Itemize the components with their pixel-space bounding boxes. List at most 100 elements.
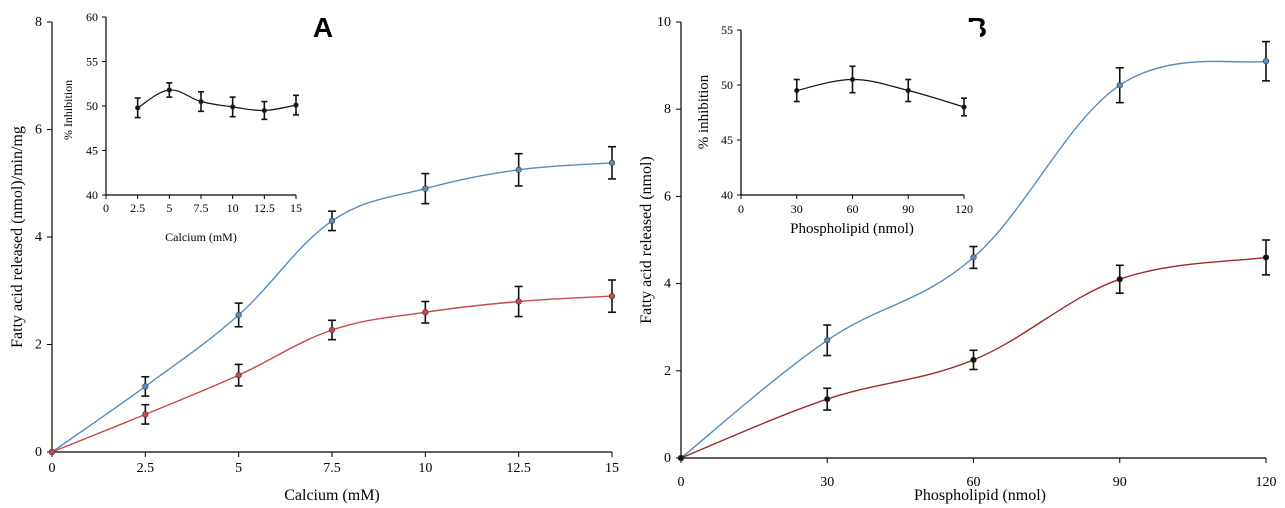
panel-b-inset-x-ticks: 0 30 60 90 120 (738, 195, 973, 216)
chart-b-inset-series-1-point (849, 76, 856, 83)
chart-a-series-2-line (51, 295, 613, 453)
chart-a-x-tick-label: 7.5 (323, 461, 341, 476)
chart-a-y-tick-label: 2 (35, 338, 42, 353)
chart-a-y-tick-label: 8 (35, 15, 42, 30)
chart-b-inset-y-tick-label: 40 (721, 188, 733, 202)
chart-a-inset-x-tick-label: 12.5 (254, 201, 275, 215)
chart-a-series-2-point (235, 372, 242, 379)
chart-a-inset-series-1-point (135, 105, 141, 111)
chart-b-x-tick-label: 60 (967, 475, 981, 490)
chart-a-inset-x-tick-label: 0 (103, 201, 109, 215)
chart-a-series-2-point (328, 326, 336, 334)
chart-b-inset-series-1-point (794, 87, 800, 94)
chart-a-series-1-point (608, 159, 616, 166)
panel-b-inset-series (793, 65, 967, 117)
panel-b-series (677, 40, 1270, 462)
chart-a-inset-y-tick-label: 55 (86, 55, 98, 69)
chart-b-series-2-point (970, 356, 977, 364)
chart-a-y-tick-label: 4 (35, 230, 42, 245)
chart-b-inset-x-tick-label: 90 (902, 202, 914, 216)
panel-b-x-axis-title: Phospholipid (nmol) (914, 487, 1046, 504)
chart-a-inset-x-tick-label: 7.5 (194, 201, 209, 215)
chart-a-inset-x-tick-label: 5 (166, 201, 172, 215)
chart-b-x-tick-label: 30 (820, 475, 834, 490)
chart-a-series-1-point (515, 166, 522, 173)
chart-b-y-tick-label: 10 (657, 15, 671, 30)
chart-b-series-2-point (1262, 254, 1270, 261)
panel-a: 0 2.5 5 7.5 10 12.5 15 0 2 4 6 8 Calcium (mM) Fatt… (9, 12, 619, 504)
panel-a-inset-x-axis-title: Calcium (mM) (165, 230, 237, 244)
chart-a-series-2-point (608, 293, 616, 300)
chart-b-inset-y-tick-label: 50 (721, 78, 733, 92)
chart-a-series-1-point (422, 185, 429, 192)
panel-a-inset-x-ticks: 0 2.5 5 7.5 10 12.5 15 (103, 195, 302, 215)
chart-a-inset-x-tick-label: 10 (227, 201, 239, 215)
chart-b-inset-x-tick-label: 120 (955, 202, 973, 216)
chart-a-inset-x-tick-label: 15 (290, 201, 302, 215)
panel-b-y-ticks: 0 2 4 6 8 10 (657, 15, 681, 466)
chart-a-inset-series-1-point (293, 102, 299, 108)
chart-a-inset-series-1-point (261, 107, 267, 114)
chart-b-y-tick-label: 8 (664, 102, 671, 117)
chart-a-inset-series-1-point (230, 104, 236, 110)
panel-a-series (48, 145, 616, 456)
chart-b-series-2-point (824, 396, 831, 403)
panel-b-inset-x-axis-title: Phospholipid (nmol) (790, 221, 914, 237)
chart-a-series-1-point (142, 383, 149, 390)
panel-b-y-axis-title: Fatty acid released (nmol) (638, 156, 655, 324)
chart-a-y-tick-label: 6 (35, 123, 42, 138)
chart-b-x-tick-label: 0 (678, 475, 685, 490)
panel-a-x-axis-title: Calcium (mM) (284, 487, 380, 504)
panel-a-inset: 0 2.5 5 7.5 10 12.5 15 40 45 50 55 60 Calcium (mM)… (61, 10, 302, 244)
chart-b-inset-y-tick-label: 45 (721, 133, 733, 147)
panel-a-inset-y-axis-title: % Inhibition (61, 80, 75, 140)
chart-b-inset-series-1-point (961, 104, 967, 110)
chart-a-series-1-point (328, 217, 336, 224)
chart-a-x-tick-label: 10 (418, 461, 432, 476)
chart-a-x-tick-label: 12.5 (506, 461, 531, 476)
chart-b-y-tick-label: 6 (664, 189, 671, 204)
chart-b-series-1-point (1262, 58, 1270, 65)
chart-a-x-tick-label: 5 (235, 461, 242, 476)
chart-b-y-tick-label: 4 (664, 277, 671, 292)
chart-b-y-tick-label: 2 (664, 364, 671, 379)
panel-b-x-ticks: 0 30 60 90 120 (678, 458, 1277, 490)
panel-a-inset-y-ticks: 40 45 50 55 60 (86, 10, 106, 202)
chart-a-inset-series-1-point (198, 98, 204, 105)
chart-a-inset-y-tick-label: 40 (86, 188, 98, 202)
chart-a-series-2-point (48, 448, 56, 456)
chart-b-x-tick-label: 90 (1113, 475, 1127, 490)
chart-a-inset-series-1-line (137, 89, 297, 112)
chart-b-inset-y-tick-label: 55 (721, 23, 733, 37)
panel-b-inset-background (730, 22, 980, 240)
chart-a-x-tick-label: 0 (49, 461, 56, 476)
chart-a-inset-series-1-point (166, 87, 172, 93)
chart-b-x-tick-label: 120 (1256, 475, 1277, 490)
chart-b-inset-x-tick-label: 30 (791, 202, 803, 216)
chart-b-inset-series-1-line (796, 78, 965, 108)
chart-a-inset-x-tick-label: 2.5 (130, 201, 145, 215)
chart-a-x-tick-label: 2.5 (137, 461, 155, 476)
panel-a-y-axis-title: Fatty acid released (nmol)/min/mg (9, 126, 26, 348)
chart-b-series-1-point (824, 337, 831, 344)
chart-b-inset-series-1-point (905, 87, 911, 94)
panel-b-inset-y-ticks: 40 45 50 55 (721, 23, 741, 202)
chart-a-series-2-point (422, 309, 429, 316)
chart-b-series-2-point (1116, 276, 1123, 283)
chart-b-inset-x-tick-label: 60 (847, 202, 859, 216)
chart-a-series-2-point (142, 411, 149, 418)
chart-a-x-tick-label: 15 (605, 461, 619, 476)
panel-a-x-ticks: 0 2.5 5 7.5 10 12.5 15 (49, 452, 619, 476)
chart-b-series-2-point (677, 454, 685, 462)
chart-b-series-1-point (970, 254, 977, 261)
chart-a-inset-y-tick-label: 50 (86, 99, 98, 113)
chart-a-series-2-point (515, 298, 522, 305)
panel-a-letter: A (313, 12, 333, 43)
chart-a-inset-y-tick-label: 60 (86, 10, 98, 24)
chart-b-series-1-point (1116, 82, 1123, 89)
panel-a-inset-background (100, 12, 300, 222)
chart-b-inset-x-tick-label: 0 (738, 202, 744, 216)
chart-a-inset-y-tick-label: 45 (86, 144, 98, 158)
